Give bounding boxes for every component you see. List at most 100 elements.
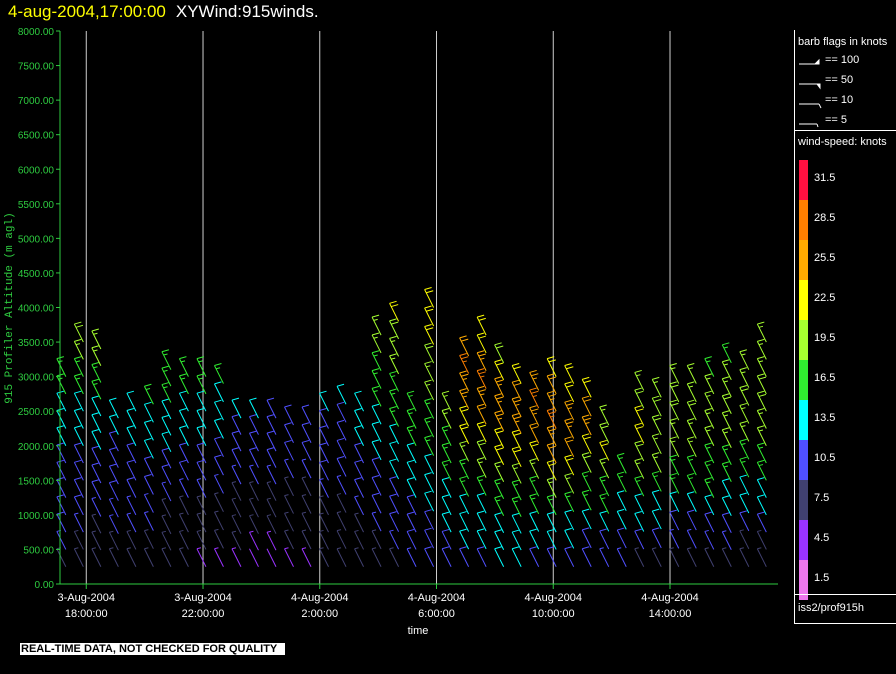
barb-staff	[406, 531, 417, 550]
barb-staff	[756, 358, 767, 377]
wind-barb	[319, 512, 329, 533]
barb-staff	[161, 515, 172, 535]
barb-staff	[178, 531, 189, 550]
barb-staff	[73, 375, 84, 395]
barb-feather	[494, 529, 502, 533]
barb-staff	[266, 432, 277, 452]
wind-barb	[284, 547, 294, 567]
barb-feather	[512, 529, 520, 533]
barb-feather	[441, 477, 450, 481]
wind-barb	[213, 528, 224, 549]
barb-half-feather	[723, 414, 729, 417]
wind-barb	[126, 529, 137, 550]
barb-half-feather	[354, 512, 359, 515]
wind-barb	[213, 473, 224, 494]
barb-feather	[75, 324, 84, 328]
barb-half-feather	[739, 529, 744, 532]
wind-barb	[424, 324, 435, 345]
barb-half-feather	[757, 529, 762, 532]
barb-feather	[126, 459, 135, 463]
barb-staff	[91, 380, 102, 400]
barb-feather	[583, 398, 591, 402]
wind-barb	[126, 390, 137, 412]
barb-staff	[213, 530, 224, 549]
wind-barb	[686, 472, 697, 494]
barb-staff	[669, 475, 680, 494]
barb-staff	[476, 316, 487, 336]
barb-feather	[406, 459, 415, 463]
wind-barb	[441, 511, 452, 533]
barb-feather	[496, 379, 504, 383]
y-tick-label: 0.00	[35, 580, 55, 591]
wind-barb	[231, 530, 242, 551]
barb-feather	[406, 494, 415, 498]
barb-staff	[529, 477, 540, 497]
wind-barb	[126, 512, 137, 533]
wind-barb	[721, 512, 732, 533]
wind-barb	[354, 547, 364, 567]
barb-feather	[494, 478, 502, 482]
wind-barb	[284, 476, 294, 497]
barb-half-feather	[566, 477, 571, 480]
barb-staff	[249, 498, 259, 518]
wind-barb	[389, 370, 400, 392]
barb-staff	[756, 375, 767, 395]
barb-feather	[249, 414, 257, 418]
wind-barb	[249, 397, 259, 419]
barb-half-feather	[671, 422, 676, 425]
barb-feather	[424, 342, 432, 346]
barb-feather	[566, 421, 574, 425]
barb-staff	[371, 370, 382, 389]
barb-feather	[424, 361, 432, 365]
wind-barb	[424, 453, 435, 475]
barb-staff	[266, 416, 277, 435]
barb-staff	[178, 392, 189, 412]
barb-feather	[424, 527, 432, 531]
barb-feather	[179, 373, 187, 377]
barb-staff	[721, 344, 732, 364]
barb-feather	[564, 509, 572, 513]
barb-half-feather	[688, 477, 694, 480]
barb-feather	[496, 396, 504, 400]
barb-staff	[319, 410, 329, 429]
barb-staff	[634, 530, 645, 550]
y-tick-label: 6500.00	[18, 131, 55, 142]
barb-half-feather	[513, 483, 518, 486]
barb-staff	[511, 415, 522, 434]
barb-feather	[566, 366, 574, 370]
barb-half-feather	[196, 547, 202, 550]
wind-barb	[564, 472, 575, 494]
barb-feather	[301, 404, 310, 408]
wind-barb	[704, 477, 715, 498]
barb-feather	[441, 494, 450, 498]
barb-half-feather	[426, 420, 431, 423]
barb-staff	[91, 330, 102, 350]
barb-feather	[652, 470, 660, 474]
barb-half-feather	[301, 511, 307, 514]
wind-barb	[441, 425, 452, 446]
wind-barb	[161, 447, 172, 469]
barb-feather	[389, 458, 397, 462]
barb-half-feather	[214, 492, 219, 495]
barb-half-feather	[126, 529, 132, 532]
barb-staff	[213, 475, 224, 494]
wind-barb	[371, 385, 382, 407]
barb-staff	[721, 361, 732, 381]
barb-staff	[371, 530, 382, 550]
wind-barb	[196, 425, 207, 446]
wind-barb	[704, 511, 715, 533]
wind-barb	[634, 493, 645, 515]
barb-staff	[91, 464, 102, 484]
wind-barb	[739, 367, 750, 388]
wind-barb	[213, 399, 224, 421]
barb-staff	[56, 548, 67, 567]
barb-staff	[739, 512, 750, 532]
barb-staff	[319, 548, 329, 567]
barb-staff	[721, 429, 732, 448]
barb-feather	[757, 356, 765, 360]
wind-barb	[756, 547, 767, 567]
barb-staff	[406, 513, 417, 533]
barb-staff	[476, 459, 487, 478]
wind-barb	[196, 529, 207, 550]
barb-line-icon	[818, 103, 822, 109]
